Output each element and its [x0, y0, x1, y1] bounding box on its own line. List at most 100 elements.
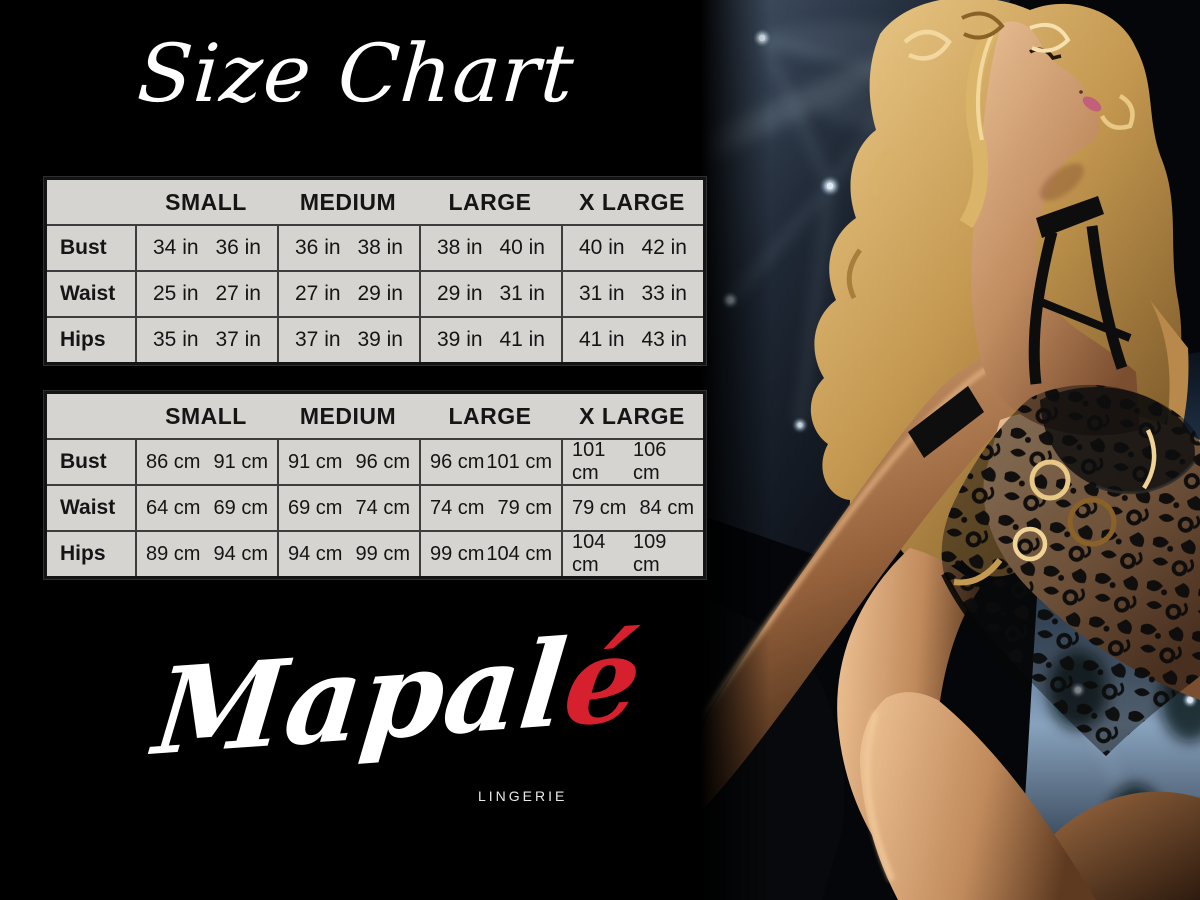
size-range-cell: 89 cm 94 cm	[135, 532, 277, 576]
size-value: 109 cm	[633, 532, 667, 576]
table-row: Hips 35 in 37 in 37 in 39 in 39 in 41 in 41 in 4…	[47, 316, 703, 362]
size-value: 89 cm	[146, 542, 201, 565]
size-value: 29 in	[357, 282, 403, 305]
row-label: Hips	[60, 328, 106, 351]
size-value: 99 cm	[355, 542, 410, 565]
size-value: 94 cm	[288, 542, 343, 565]
model-hair-lock	[1140, 300, 1189, 524]
size-value: 33 in	[641, 282, 687, 305]
size-range-cell: 29 in 31 in	[419, 272, 561, 316]
photo-left-fade	[700, 0, 770, 900]
size-value: 31 in	[499, 282, 545, 305]
row-label: Bust	[60, 236, 107, 259]
column-header: MEDIUM	[299, 188, 397, 215]
size-value: 64 cm	[146, 496, 201, 519]
row-label: Bust	[60, 450, 107, 473]
row-label: Hips	[60, 542, 106, 565]
size-range-cell: 34 in 36 in	[135, 226, 277, 270]
size-range-cell: 41 in 43 in	[561, 318, 703, 362]
size-value: 27 in	[215, 282, 261, 305]
size-value: 38 in	[437, 236, 483, 259]
size-range-cell: 64 cm 69 cm	[135, 486, 277, 530]
size-value: 94 cm	[213, 542, 268, 565]
size-range-cell: 27 in 29 in	[277, 272, 419, 316]
column-header-empty	[47, 394, 135, 438]
size-range-cell: 91 cm 96 cm	[277, 440, 419, 484]
brand-tagline: LINGERIE	[478, 788, 568, 804]
model-front-thigh	[860, 692, 1096, 900]
table-row: Bust 34 in 36 in 36 in 38 in 38 in 40 in 40 in 4…	[47, 224, 703, 270]
size-value: 42 in	[641, 236, 687, 259]
size-value: 69 cm	[288, 496, 343, 519]
column-header: LARGE	[448, 402, 532, 429]
table-row: Waist 25 in 27 in 27 in 29 in 29 in 31 in 31 in…	[47, 270, 703, 316]
size-value: 101 cm	[572, 440, 606, 484]
size-range-cell: 74 cm 79 cm	[419, 486, 561, 530]
size-value: 91 cm	[288, 450, 343, 473]
size-range-cell: 31 in 33 in	[561, 272, 703, 316]
size-range-cell: 38 in 40 in	[419, 226, 561, 270]
size-value: 39 in	[357, 328, 403, 351]
size-value: 31 in	[579, 282, 625, 305]
lace-bodysuit	[941, 384, 1200, 756]
size-value: 74 cm	[430, 496, 485, 519]
size-value: 99 cm	[430, 542, 485, 565]
size-value: 106 cm	[633, 440, 667, 484]
size-value: 96 cm	[430, 450, 485, 473]
size-value: 79 cm	[497, 496, 552, 519]
size-value: 34 in	[153, 236, 199, 259]
size-range-cell: 104 cm 109 cm	[561, 532, 703, 576]
size-value: 25 in	[153, 282, 199, 305]
size-value: 41 in	[499, 328, 545, 351]
size-value: 101 cm	[486, 450, 552, 473]
size-range-cell: 79 cm 84 cm	[561, 486, 703, 530]
size-range-cell: 40 in 42 in	[561, 226, 703, 270]
size-value: 37 in	[295, 328, 341, 351]
size-table-cm: SMALL MEDIUM LARGE X LARGE Bust 86 cm 91 cm 91 …	[43, 390, 707, 580]
table-row: Waist 64 cm 69 cm 69 cm 74 cm 74 cm 79 cm 79 cm…	[47, 484, 703, 530]
column-header: X LARGE	[579, 188, 685, 215]
size-table-inches: SMALL MEDIUM LARGE X LARGE Bust 34 in 36 in 36 …	[43, 176, 707, 366]
brand-name-accent: é	[558, 607, 648, 754]
model-photo	[694, 0, 1200, 900]
size-range-cell: 86 cm 91 cm	[135, 440, 277, 484]
size-value: 84 cm	[639, 496, 694, 519]
table-row: Hips 89 cm 94 cm 94 cm 99 cm 99 cm 104 cm 104 c…	[47, 530, 703, 576]
row-label: Waist	[60, 496, 116, 519]
model-photo-illustration	[694, 0, 1200, 900]
column-header: X LARGE	[579, 402, 685, 429]
size-value: 36 in	[215, 236, 261, 259]
column-header-empty	[47, 180, 135, 224]
column-header: MEDIUM	[299, 402, 397, 429]
size-value: 69 cm	[213, 496, 268, 519]
size-range-cell: 39 in 41 in	[419, 318, 561, 362]
size-value: 38 in	[357, 236, 403, 259]
page-title: Size Chart	[134, 27, 578, 120]
size-range-cell: 99 cm 104 cm	[419, 532, 561, 576]
size-value: 43 in	[641, 328, 687, 351]
size-value: 27 in	[295, 282, 341, 305]
model-face-neck	[971, 21, 1140, 436]
size-range-cell: 94 cm 99 cm	[277, 532, 419, 576]
chart-panel: Size Chart SMALL MEDIUM LARGE X LARGE Bust 34…	[43, 27, 707, 804]
size-value: 37 in	[215, 328, 261, 351]
size-range-cell: 69 cm 74 cm	[277, 486, 419, 530]
size-value: 40 in	[579, 236, 625, 259]
hair-front-curls	[846, 11, 1157, 586]
table-header-row: SMALL MEDIUM LARGE X LARGE	[47, 180, 703, 224]
size-value: 35 in	[153, 328, 199, 351]
size-range-cell: 37 in 39 in	[277, 318, 419, 362]
table-row: Bust 86 cm 91 cm 91 cm 96 cm 96 cm 101 cm 101 c…	[47, 438, 703, 484]
column-header: LARGE	[448, 188, 532, 215]
size-range-cell: 35 in 37 in	[135, 318, 277, 362]
size-value: 41 in	[579, 328, 625, 351]
size-value: 29 in	[437, 282, 483, 305]
table-header-row: SMALL MEDIUM LARGE X LARGE	[47, 394, 703, 438]
size-range-cell: 36 in 38 in	[277, 226, 419, 270]
size-value: 104 cm	[486, 542, 552, 565]
size-value: 96 cm	[355, 450, 410, 473]
size-value: 74 cm	[355, 496, 410, 519]
column-header: SMALL	[165, 188, 247, 215]
row-label: Waist	[60, 282, 116, 305]
